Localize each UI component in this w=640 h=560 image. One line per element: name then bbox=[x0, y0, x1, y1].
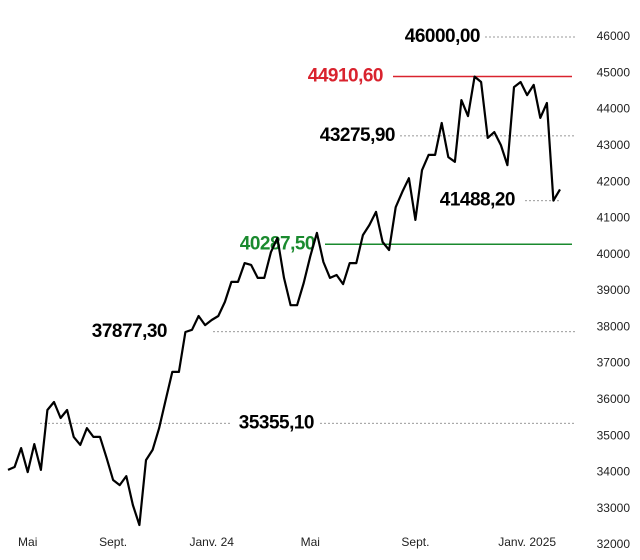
annotation-label: 35355,10 bbox=[239, 412, 314, 433]
label-background bbox=[232, 412, 318, 435]
y-tick-label: 38000 bbox=[597, 319, 631, 333]
y-tick-label: 36000 bbox=[597, 392, 631, 406]
y-tick-label: 46000 bbox=[597, 29, 631, 43]
x-tick-label: Sept. bbox=[401, 535, 429, 549]
y-tick-label: 40000 bbox=[597, 247, 631, 261]
y-tick-label: 39000 bbox=[597, 283, 631, 297]
y-tick-label: 37000 bbox=[597, 356, 631, 370]
price-line bbox=[7, 75, 561, 527]
y-tick-label: 41000 bbox=[597, 211, 631, 225]
annotation-label: 46000,00 bbox=[405, 26, 480, 47]
annotation-label: 41488,20 bbox=[440, 190, 515, 211]
y-tick-label: 35000 bbox=[597, 428, 631, 442]
x-tick-label: Mai bbox=[18, 535, 37, 549]
y-tick-label: 34000 bbox=[597, 465, 631, 479]
y-tick-label: 42000 bbox=[597, 174, 631, 188]
y-tick-label: 33000 bbox=[597, 501, 631, 515]
x-tick-label: Janv. 2025 bbox=[498, 535, 556, 549]
y-tick-label: 44000 bbox=[597, 102, 631, 116]
y-tick-label: 32000 bbox=[597, 537, 631, 551]
annotation-label: 43275,90 bbox=[320, 125, 395, 146]
annotation-label: 37877,30 bbox=[92, 321, 167, 342]
y-tick-label: 43000 bbox=[597, 138, 631, 152]
y-tick-label: 45000 bbox=[597, 65, 631, 79]
annotation-label: 44910,60 bbox=[308, 66, 383, 87]
x-tick-label: Janv. 24 bbox=[189, 535, 234, 549]
x-tick-label: Sept. bbox=[99, 535, 127, 549]
x-tick-label: Mai bbox=[301, 535, 320, 549]
